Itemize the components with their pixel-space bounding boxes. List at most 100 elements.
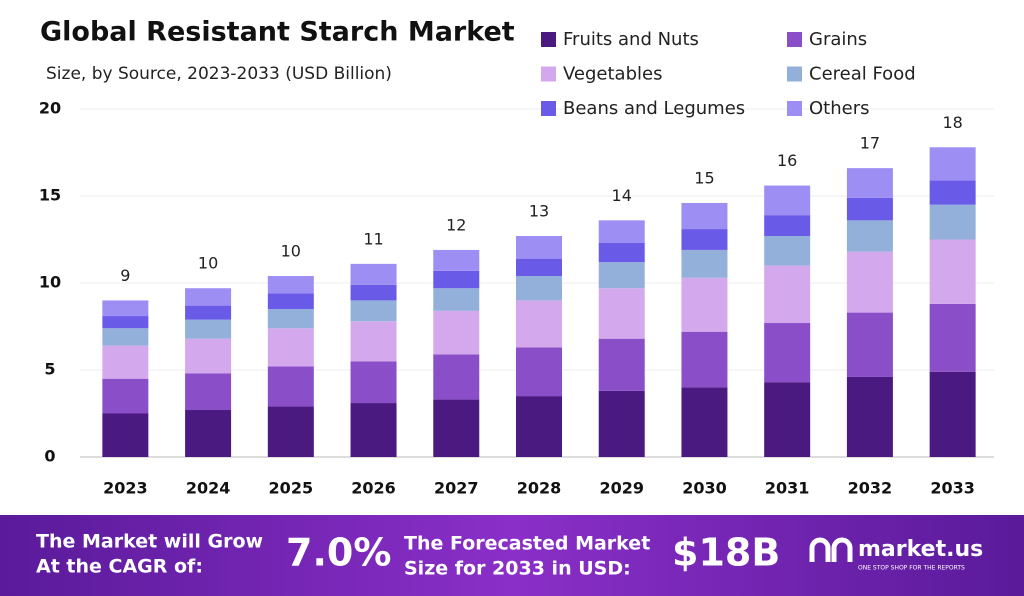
bar-segment <box>433 399 480 457</box>
x-tick-label: 2031 <box>765 479 810 498</box>
bar-segment <box>433 288 480 311</box>
bar-segment <box>350 361 397 404</box>
bar-segment <box>846 312 893 377</box>
bar-segment <box>764 236 811 266</box>
bar-segment <box>598 242 645 263</box>
bar-segment <box>846 376 893 457</box>
total-label: 18 <box>942 113 962 132</box>
bar-segment <box>846 197 893 221</box>
bar-segment <box>929 204 976 240</box>
bar-segment <box>764 185 811 216</box>
y-tick-label: 5 <box>44 360 55 379</box>
bar-segment <box>846 168 893 198</box>
cagr-text: The Market will Grow <box>36 531 263 553</box>
bar-segment <box>102 378 149 414</box>
total-label: 9 <box>120 266 130 285</box>
legend-swatch <box>787 66 802 82</box>
bar-segment <box>929 147 976 181</box>
bar-segment <box>516 276 562 301</box>
total-label: 14 <box>612 186 632 205</box>
bar-segment <box>681 387 728 457</box>
legend-swatch <box>541 66 556 82</box>
bar-segment <box>764 215 811 237</box>
bar-segment <box>433 270 480 289</box>
bar-segment <box>598 338 645 391</box>
chart-title: Global Resistant Starch Market <box>40 17 515 48</box>
forecast-text: Size for 2033 in USD: <box>404 558 631 580</box>
bar-segment <box>102 316 149 329</box>
y-tick-label: 20 <box>39 99 61 118</box>
bar-segment <box>598 288 645 339</box>
total-label: 15 <box>694 168 714 187</box>
y-tick-label: 10 <box>39 273 61 292</box>
bar-segment <box>681 202 728 230</box>
x-tick-label: 2023 <box>103 479 148 498</box>
x-tick-label: 2026 <box>351 479 396 498</box>
bar-segment <box>350 284 397 301</box>
bar-segment <box>185 410 232 457</box>
x-tick-label: 2028 <box>517 479 562 498</box>
bar-segment <box>846 251 893 313</box>
legend-label: Others <box>809 98 870 119</box>
bar-segment <box>598 220 645 243</box>
bar-segment <box>350 403 397 457</box>
legend-label: Grains <box>809 29 867 50</box>
bar-segment <box>764 382 811 457</box>
bar-segment <box>102 328 149 346</box>
y-tick-label: 15 <box>39 186 61 205</box>
bar-segment <box>267 406 314 457</box>
bar-segment <box>516 396 562 457</box>
bar-segment <box>598 390 645 457</box>
plot: 0 5 10 15 20 9 2023 10 2024 10 2025 11 2026 12 2027 13 2… <box>39 29 994 498</box>
tagline: ONE STOP SHOP FOR THE REPORTS <box>858 565 965 572</box>
bar-segment <box>764 265 811 324</box>
chart-subtitle: Size, by Source, 2023-2033 (USD Billion) <box>46 64 392 84</box>
total-label: 16 <box>777 151 797 170</box>
bar-segment <box>267 276 314 294</box>
bar-segment <box>929 303 976 372</box>
total-label: 17 <box>860 134 880 153</box>
bar-segment <box>433 354 480 400</box>
bar-segment <box>929 180 976 205</box>
bar-segment <box>516 347 562 397</box>
x-tick-label: 2024 <box>186 479 231 498</box>
bar-segment <box>929 239 976 304</box>
bar-segment <box>598 262 645 289</box>
x-tick-label: 2027 <box>434 479 479 498</box>
bar-segment <box>267 293 314 310</box>
bar-segment <box>681 249 728 278</box>
total-label: 10 <box>281 242 301 261</box>
forecast-value: $18B <box>672 531 780 575</box>
bar-segment <box>516 258 562 277</box>
bar-segment <box>433 249 480 271</box>
bar-segment <box>185 319 232 339</box>
legend-label: Vegetables <box>563 64 662 85</box>
legend-swatch <box>787 32 802 47</box>
bar-segment <box>102 300 149 317</box>
bar-segment <box>433 310 480 355</box>
bar-segment <box>350 321 397 362</box>
bar-segment <box>516 236 562 259</box>
x-tick-label: 2029 <box>599 479 644 498</box>
x-tick-label: 2032 <box>848 479 893 498</box>
bar-segment <box>185 338 232 374</box>
bar-segment <box>846 220 893 252</box>
legend-swatch <box>541 32 556 47</box>
bar-segment <box>929 371 976 457</box>
bar-segment <box>350 263 397 285</box>
bar-segment <box>350 300 397 322</box>
bar-segment <box>681 331 728 388</box>
forecast-text: The Forecasted Market <box>404 533 650 555</box>
footer: The Market will Grow At the CAGR of: 7.0… <box>36 531 983 580</box>
bar-segment <box>516 300 562 348</box>
bar-segment <box>267 309 314 329</box>
bar-segment <box>185 373 232 411</box>
bar-segment <box>267 366 314 407</box>
total-label: 11 <box>363 229 383 248</box>
bar-segment <box>102 413 149 457</box>
legend-label: Cereal Food <box>809 64 916 85</box>
legend-label: Fruits and Nuts <box>563 29 699 50</box>
x-tick-label: 2030 <box>682 479 727 498</box>
footer-band <box>0 515 1024 596</box>
